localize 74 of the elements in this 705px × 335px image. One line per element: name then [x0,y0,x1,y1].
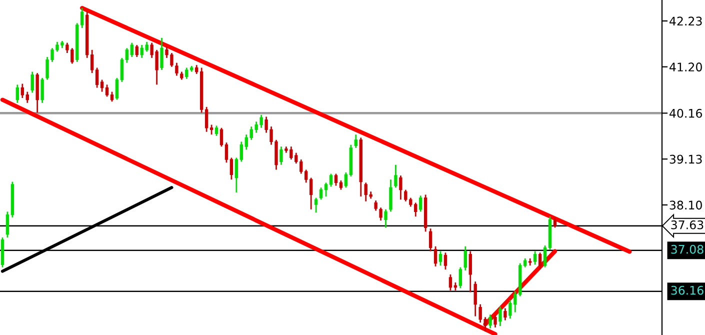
candlestick [504,308,507,321]
candlestick [40,77,44,104]
y-tick-label: 41.20 [670,62,702,72]
candlestick [464,246,467,272]
candlestick [428,228,432,252]
candlestick [468,250,472,293]
candlestick [130,42,134,58]
candlestick [494,314,497,328]
candlestick [95,67,99,88]
candlestick [389,178,392,212]
candlestick [26,91,29,104]
candlestick [214,124,218,137]
ref-line-label: 37.63 [671,220,704,230]
candlestick [434,246,438,268]
candlestick [354,134,358,149]
candlestick [230,157,234,180]
candlestick [135,44,138,58]
candlestick [110,91,114,102]
candlestick [543,244,547,268]
candlestick [80,7,84,29]
candlestick [105,84,109,98]
candlestick [339,180,343,190]
candlestick [185,67,188,80]
candlestick [220,127,224,148]
candlestick [314,197,318,214]
candlestick [419,194,422,212]
candlestick [90,49,94,74]
candlestick [394,164,398,188]
candlestick [224,142,228,164]
candlestick [115,77,119,100]
candlestick [448,274,452,292]
candlestick [399,174,402,200]
candlestick [300,158,303,174]
y-tick-label: 40.16 [670,108,702,118]
candlestick [444,252,448,270]
candlestick [160,37,164,71]
candlestick [344,172,348,188]
candlestick [30,71,34,94]
candlestick [458,266,462,289]
candlestick [324,182,328,198]
candlestick [20,83,24,99]
y-tick-label: 42.23 [670,16,702,26]
candlestick [553,216,557,228]
candlestick [280,146,283,166]
candlestick [538,252,542,270]
candlestick [210,124,214,136]
candlestick [309,177,313,210]
candlestick [329,173,333,188]
candlestick [488,314,492,330]
candlestick [234,157,238,194]
candlestick [304,169,308,184]
candlestick [120,57,124,83]
candlestick [474,280,477,317]
candlestick [6,210,10,238]
candlestick [533,250,537,266]
candlestick [438,250,442,266]
candlestick [204,106,208,133]
candlestick [125,47,129,64]
candlestick [379,206,382,222]
candlestick [414,202,418,218]
candlestick [334,173,338,186]
candlestick [384,208,388,228]
candlestick [100,79,104,92]
candlestick [16,84,20,104]
candlestick [240,140,243,162]
y-tick-label: 39.13 [670,154,702,164]
candlestick [175,62,178,76]
candlestick [498,306,502,327]
ref-line-label: 37.08 [671,244,704,254]
ref-line-label: 36.16 [671,286,704,295]
candlestick [319,186,323,200]
candlestick [244,134,248,150]
y-tick-label: 38.10 [670,200,702,210]
candlestick [374,200,378,212]
